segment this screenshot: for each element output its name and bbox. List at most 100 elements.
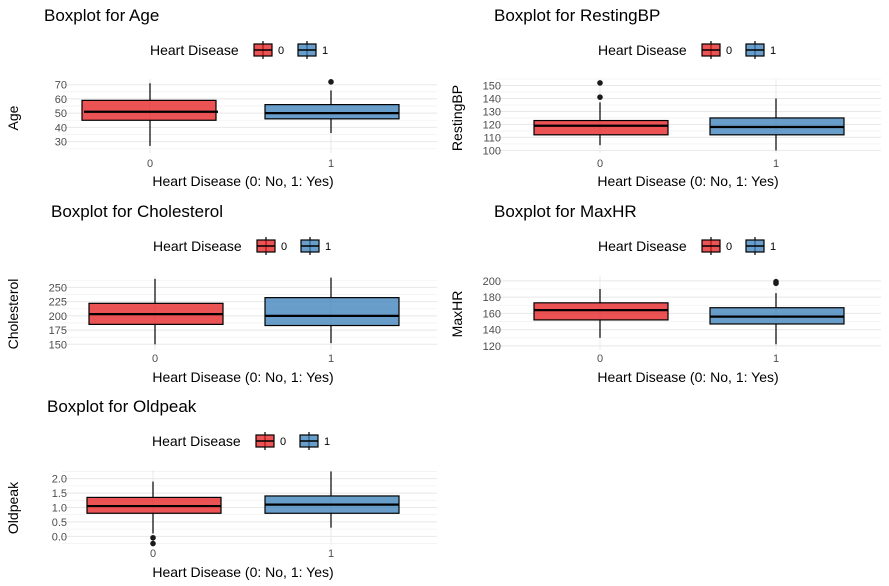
grid xyxy=(62,79,437,153)
y-tick-label: 60 xyxy=(55,94,67,106)
x-axis-label: Heart Disease (0: No, 1: Yes) xyxy=(152,369,333,385)
y-tick-label: 130 xyxy=(483,106,501,118)
box-0 xyxy=(88,278,224,345)
y-tick-label: 180 xyxy=(483,292,501,304)
y-tick-label: 160 xyxy=(483,308,501,320)
y-tick-label: 175 xyxy=(49,325,67,337)
box-0 xyxy=(533,289,669,338)
legend-label-0: 0 xyxy=(726,241,732,253)
x-tick-label: 0 xyxy=(152,353,158,365)
panel-title: Boxplot for RestingBP xyxy=(494,6,660,25)
x-tick-label: 0 xyxy=(150,548,156,560)
y-tick-label: 70 xyxy=(55,80,67,92)
box-0 xyxy=(86,481,222,547)
panel-maxhr: Boxplot for MaxHR Heart Disease 0 1 120 140 16… xyxy=(449,202,881,385)
legend-label-0: 0 xyxy=(278,45,284,57)
legend-key-0: 0 xyxy=(253,41,284,59)
box-1 xyxy=(264,79,400,134)
grid xyxy=(496,78,881,153)
outlier-point xyxy=(597,94,603,100)
legend-key-0: 0 xyxy=(701,41,732,59)
legend-title: Heart Disease xyxy=(150,42,239,58)
iqr-box xyxy=(81,99,217,121)
legend-label-1: 1 xyxy=(322,45,328,57)
x-tick-label: 1 xyxy=(328,353,334,365)
legend-label-0: 0 xyxy=(726,45,732,57)
legend-title: Heart Disease xyxy=(152,433,241,449)
y-tick-label: 1.5 xyxy=(52,488,67,500)
legend-label-1: 1 xyxy=(325,241,331,253)
iqr-box xyxy=(533,119,669,136)
legend-label-1: 1 xyxy=(770,45,776,57)
grid xyxy=(62,470,437,545)
y-tick-label: 2.0 xyxy=(52,474,67,486)
y-tick-label: 150 xyxy=(483,80,501,92)
x-tick-label: 0 xyxy=(597,353,603,365)
legend-label-0: 0 xyxy=(280,436,286,448)
y-axis-label: RestingBP xyxy=(449,85,465,151)
y-tick-label: 0.5 xyxy=(52,517,67,529)
legend-title: Heart Disease xyxy=(153,238,242,254)
legend: Heart Disease 0 1 xyxy=(153,237,331,255)
y-tick-label: 110 xyxy=(483,132,501,144)
x-tick-label: 1 xyxy=(328,158,334,170)
x-axis-label: Heart Disease (0: No, 1: Yes) xyxy=(597,369,778,385)
y-tick-label: 120 xyxy=(483,341,501,353)
panel-age: Boxplot for Age Heart Disease 0 1 30 40 50 60 70… xyxy=(5,6,437,189)
x-tick-label: 1 xyxy=(773,158,779,170)
legend-label-1: 1 xyxy=(324,436,330,448)
panel-title: Boxplot for MaxHR xyxy=(494,202,637,221)
legend: Heart Disease 0 1 xyxy=(598,237,776,255)
outlier-point xyxy=(150,540,156,547)
legend-label-0: 0 xyxy=(281,241,287,253)
iqr-box xyxy=(264,297,400,327)
legend-key-1: 1 xyxy=(745,41,776,59)
panel-title: Boxplot for Age xyxy=(44,6,159,25)
panel-title: Boxplot for Cholesterol xyxy=(51,202,223,221)
legend-title: Heart Disease xyxy=(598,42,687,58)
y-tick-label: 150 xyxy=(49,339,67,351)
y-tick-label: 0.0 xyxy=(52,531,67,543)
y-tick-label: 120 xyxy=(483,119,501,131)
y-tick-label: 40 xyxy=(55,122,67,134)
y-axis-label: Oldpeak xyxy=(5,481,21,534)
y-tick-label: 1.0 xyxy=(52,503,67,515)
legend-key-0: 0 xyxy=(701,237,732,255)
legend-key-1: 1 xyxy=(300,237,331,255)
legend-title: Heart Disease xyxy=(598,238,687,254)
box-1 xyxy=(264,471,400,528)
legend-key-1: 1 xyxy=(299,432,330,450)
y-tick-label: 30 xyxy=(55,137,67,149)
x-tick-label: 1 xyxy=(773,353,779,365)
legend: Heart Disease 0 1 xyxy=(150,41,328,59)
x-axis-label: Heart Disease (0: No, 1: Yes) xyxy=(152,564,333,580)
x-tick-label: 0 xyxy=(147,158,153,170)
legend-key-0: 0 xyxy=(256,237,287,255)
legend-key-1: 1 xyxy=(297,41,328,59)
y-tick-label: 250 xyxy=(49,282,67,294)
y-axis-label: MaxHR xyxy=(449,291,465,338)
box-1 xyxy=(264,277,400,344)
outlier-point xyxy=(150,534,156,541)
box-0 xyxy=(533,80,669,146)
iqr-box xyxy=(533,302,669,321)
box-1 xyxy=(709,98,845,151)
x-axis-label: Heart Disease (0: No, 1: Yes) xyxy=(152,173,333,189)
y-axis-label: Cholesterol xyxy=(5,279,21,350)
box-0 xyxy=(81,83,218,146)
x-tick-label: 1 xyxy=(328,548,334,560)
y-tick-label: 200 xyxy=(49,311,67,323)
x-tick-label: 0 xyxy=(597,158,603,170)
panel-cholesterol: Boxplot for Cholesterol Heart Disease 0 1 15… xyxy=(5,202,437,385)
outlier-point xyxy=(773,278,779,285)
x-axis-label: Heart Disease (0: No, 1: Yes) xyxy=(597,173,778,189)
legend-key-0: 0 xyxy=(255,432,286,450)
y-tick-label: 100 xyxy=(483,145,501,157)
outlier-point xyxy=(597,80,603,86)
legend-key-1: 1 xyxy=(745,237,776,255)
y-tick-label: 140 xyxy=(483,325,501,337)
panel-title: Boxplot for Oldpeak xyxy=(47,397,197,416)
grid xyxy=(496,276,881,350)
